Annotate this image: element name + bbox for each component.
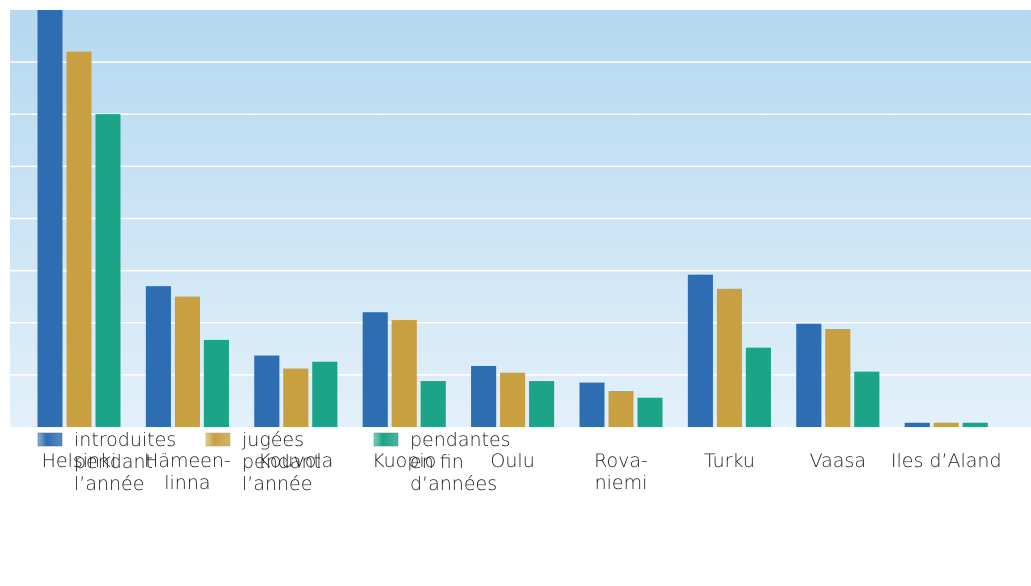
bar xyxy=(933,422,959,427)
bar xyxy=(500,372,526,427)
bar xyxy=(312,361,338,427)
legend-swatch xyxy=(37,432,63,447)
bar xyxy=(825,329,851,427)
bar xyxy=(254,355,280,427)
x-tick-label: Oulu xyxy=(490,450,534,472)
bar xyxy=(745,347,771,427)
legend-swatch xyxy=(205,432,231,447)
legend-label: pendantes en fin d’années xyxy=(410,429,511,495)
bar xyxy=(203,339,229,427)
bar xyxy=(145,286,171,427)
bar xyxy=(962,422,988,427)
x-tick-label: Turku xyxy=(704,450,755,472)
bar xyxy=(471,366,497,427)
bar xyxy=(854,371,880,427)
bar xyxy=(95,114,121,427)
bar xyxy=(362,312,388,427)
x-tick-label: Rova-niemi xyxy=(594,450,648,494)
bar xyxy=(174,296,200,427)
bar xyxy=(904,422,930,427)
bar xyxy=(529,381,555,427)
x-tick-label: Kouvola xyxy=(258,450,333,472)
bar xyxy=(66,51,92,427)
bar xyxy=(579,382,605,427)
bar xyxy=(37,10,63,427)
x-tick-label: Kuopio xyxy=(372,450,436,472)
legend-label: jugées pendant l’année xyxy=(241,429,321,495)
x-tick-label: Hämeen-linna xyxy=(144,450,231,494)
bar xyxy=(637,397,663,427)
bar xyxy=(391,320,417,427)
bar xyxy=(608,391,634,427)
bar xyxy=(283,368,309,427)
bar xyxy=(716,288,742,427)
bar xyxy=(687,274,713,427)
legend-swatch xyxy=(373,432,399,447)
bar xyxy=(796,323,822,427)
x-tick-label: Helsinki xyxy=(42,450,117,472)
bar xyxy=(420,381,446,427)
x-tick-label: Iles d’Aland xyxy=(891,450,1002,472)
x-tick-label: Vaasa xyxy=(810,450,866,472)
legend-label: introduites pendant l’année xyxy=(74,429,176,495)
